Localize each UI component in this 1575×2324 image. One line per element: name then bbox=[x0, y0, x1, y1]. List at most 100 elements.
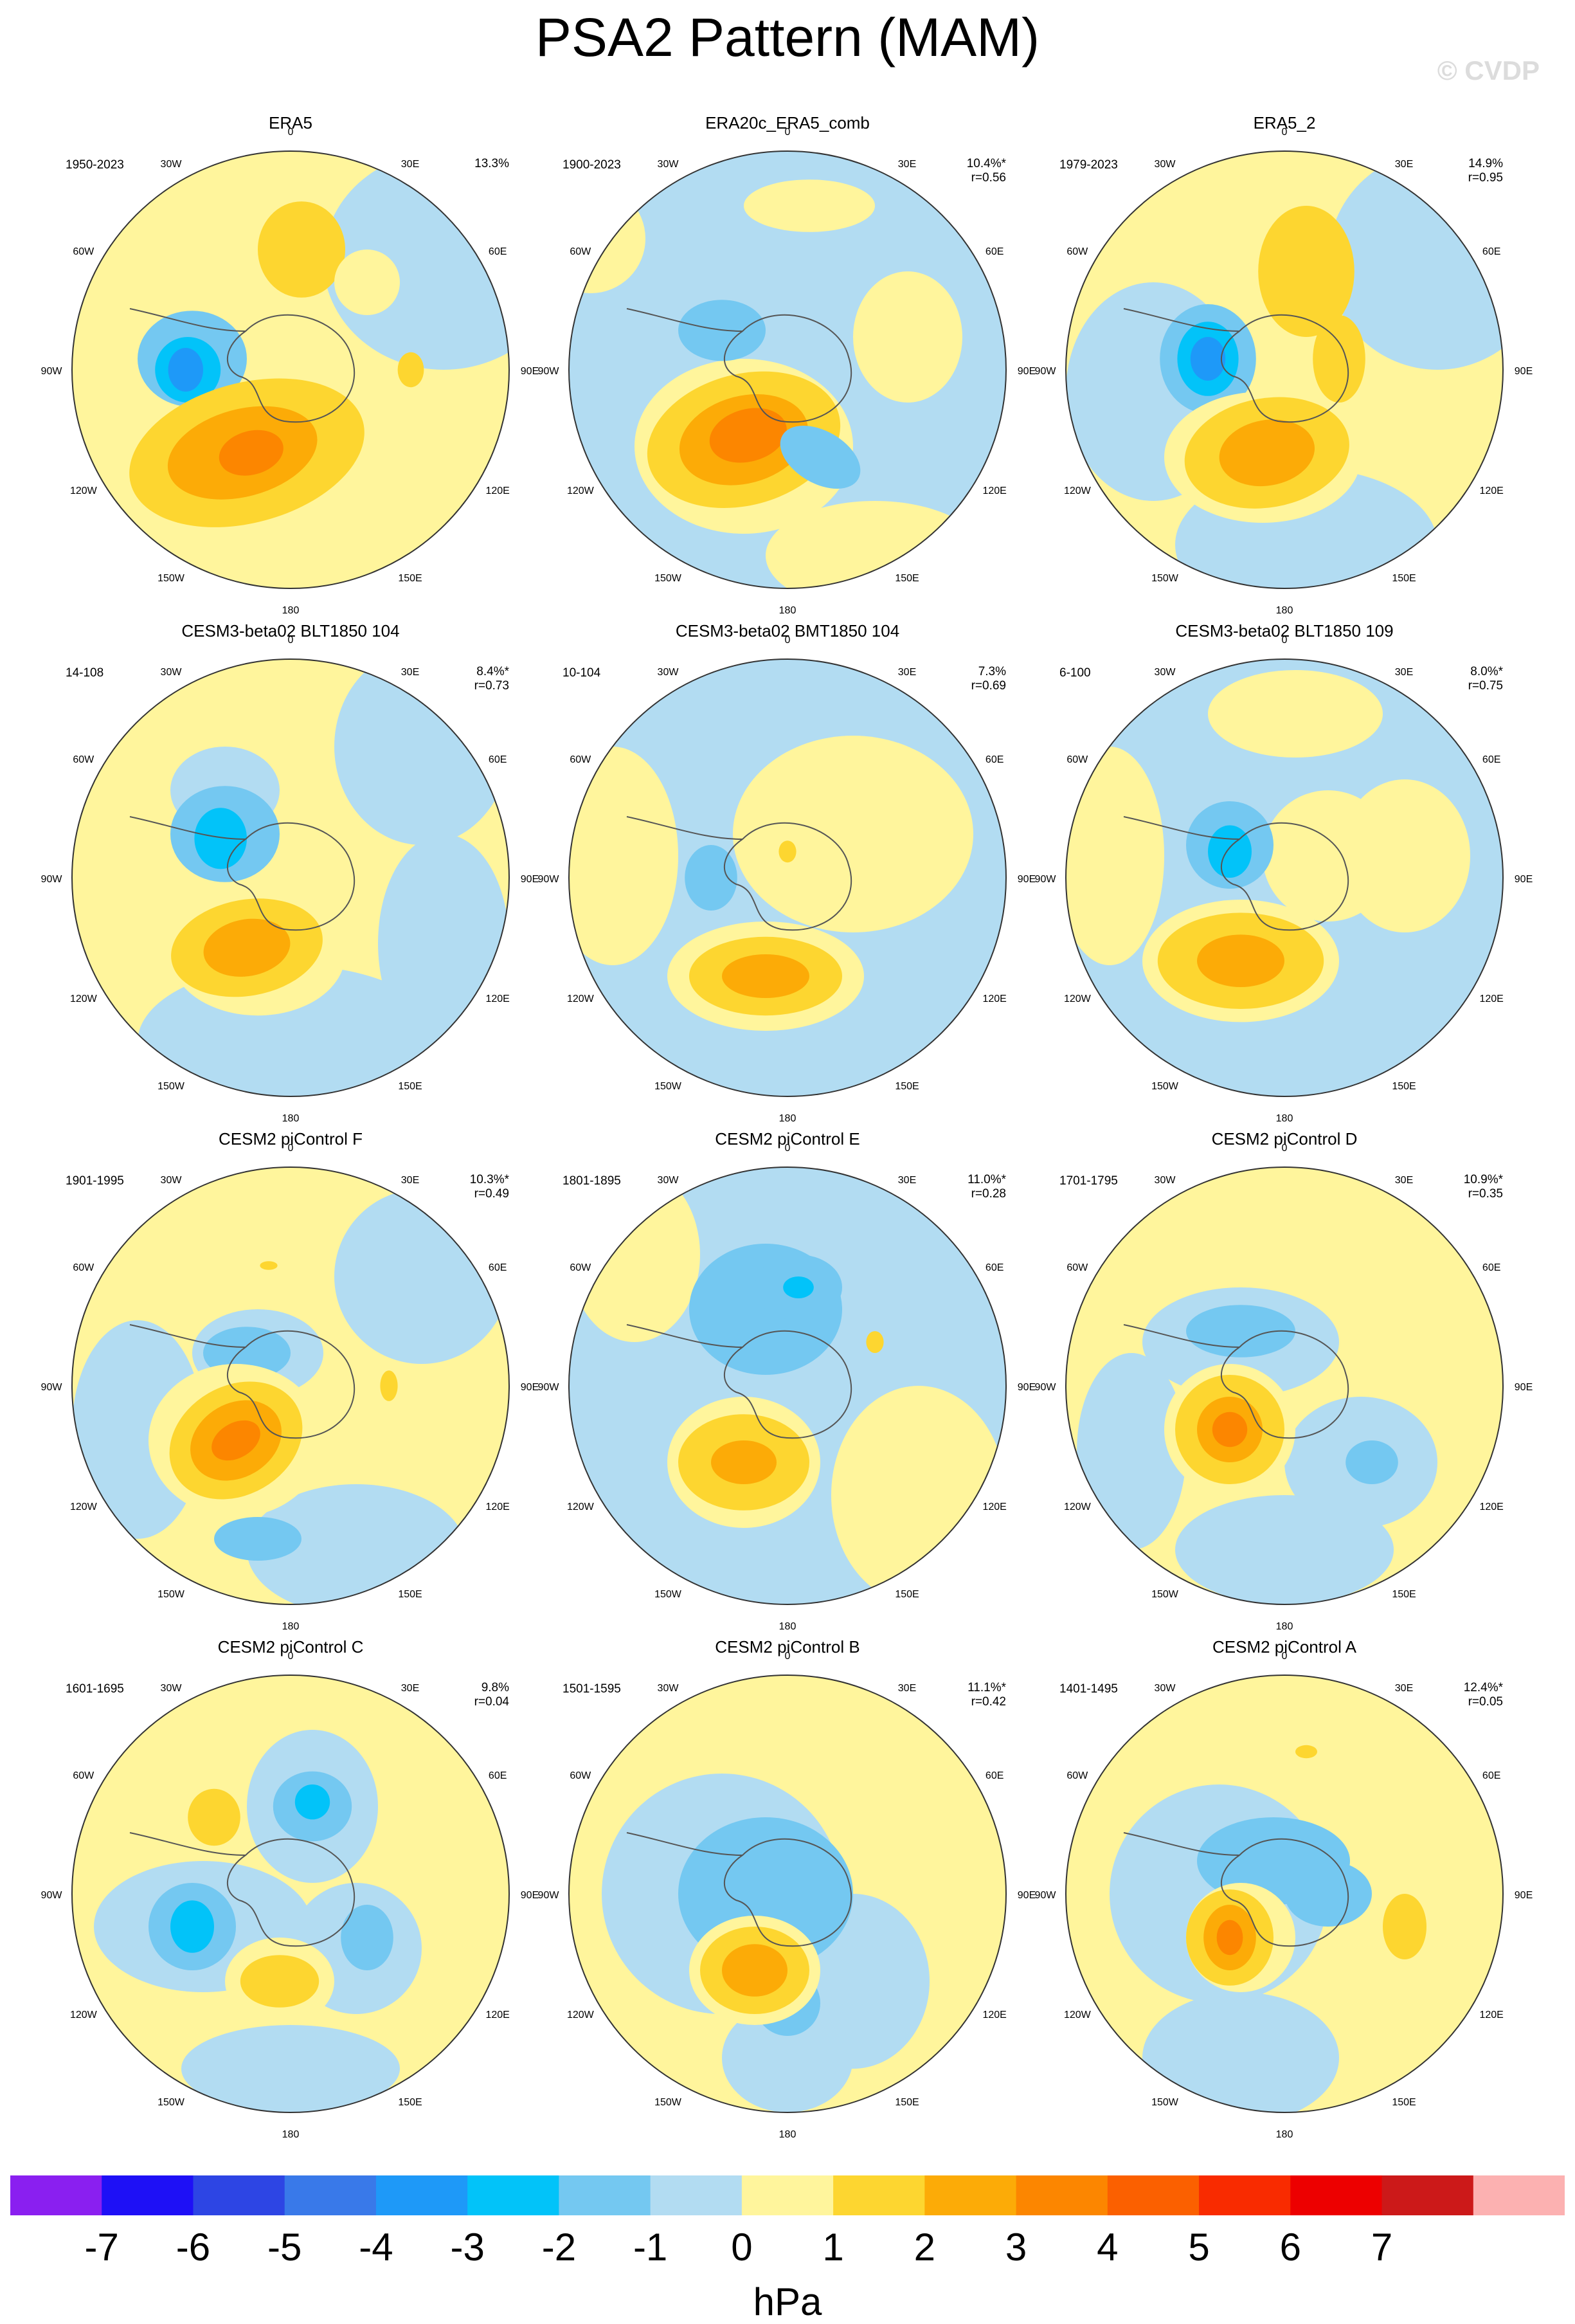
contour-region bbox=[260, 1261, 278, 1270]
colorbar-swatch bbox=[1382, 2175, 1474, 2215]
year-range: 14-108 bbox=[66, 666, 104, 680]
contour-region bbox=[780, 425, 861, 489]
map-boundary bbox=[71, 1675, 510, 2113]
longitude-label: 60E bbox=[986, 754, 1004, 765]
longitude-label: 150W bbox=[654, 2097, 682, 2108]
watermark: © CVDP bbox=[1437, 55, 1540, 86]
longitude-label: 60W bbox=[73, 246, 94, 257]
longitude-label: 90W bbox=[538, 1890, 560, 1901]
antarctica-coastline bbox=[227, 822, 356, 931]
antarctica-coastline bbox=[1221, 314, 1349, 423]
contour-region bbox=[334, 250, 400, 315]
longitude-label: 120E bbox=[982, 1502, 1006, 1512]
contour-region bbox=[744, 179, 875, 232]
panel-title: CESM3-beta02 BLT1850 109 bbox=[1175, 621, 1393, 640]
pattern-correlation: r=0.95 bbox=[1468, 171, 1503, 185]
map-boundary bbox=[71, 150, 510, 589]
contour-region bbox=[170, 1900, 214, 1953]
longitude-label: 120W bbox=[567, 2010, 595, 2020]
longitude-label: 120E bbox=[982, 994, 1006, 1004]
longitude-label: 180 bbox=[779, 1113, 797, 1124]
pattern-correlation: r=0.28 bbox=[971, 1187, 1006, 1201]
longitude-label: 30W bbox=[1155, 159, 1176, 170]
contour-region bbox=[1313, 315, 1365, 403]
colorbar-tick-label: -5 bbox=[267, 2226, 302, 2269]
longitude-label: 180 bbox=[779, 605, 797, 616]
colorbar-swatch bbox=[467, 2175, 559, 2215]
longitude-label: 90E bbox=[1515, 1890, 1533, 1901]
contour-region bbox=[341, 1905, 393, 1970]
longitude-label: 90W bbox=[538, 1382, 560, 1393]
longitude-label: 150E bbox=[1392, 573, 1416, 584]
polar-map: ERA5 1950-2023 13.3% 0 30E 60E 90E 120E 150E 180 1… bbox=[41, 113, 539, 616]
contour-region bbox=[1258, 206, 1354, 337]
variance-explained: 12.4%* bbox=[1464, 1681, 1504, 1694]
contour-region bbox=[1212, 1412, 1248, 1448]
longitude-label: 60E bbox=[1482, 1262, 1500, 1273]
longitude-label: 0 bbox=[288, 127, 294, 138]
longitude-label: 180 bbox=[282, 1621, 300, 1632]
contour-region bbox=[783, 1276, 814, 1298]
contour-region bbox=[181, 2025, 400, 2112]
year-range: 10-104 bbox=[562, 666, 601, 680]
longitude-label: 150E bbox=[895, 1589, 919, 1600]
year-range: 1801-1895 bbox=[562, 1174, 621, 1188]
longitude-label: 30E bbox=[401, 667, 419, 678]
colorbar-swatch bbox=[650, 2175, 742, 2215]
year-range: 1701-1795 bbox=[1059, 1174, 1118, 1188]
longitude-label: 150E bbox=[895, 573, 919, 584]
panel-title: CESM2 piControl F bbox=[219, 1129, 363, 1148]
longitude-label: 120W bbox=[70, 486, 98, 496]
longitude-label: 180 bbox=[1276, 605, 1293, 616]
longitude-label: 150E bbox=[398, 1081, 422, 1092]
colorbar-tick-label: 1 bbox=[822, 2226, 844, 2269]
variance-explained: 10.3%* bbox=[470, 1173, 510, 1186]
longitude-label: 30W bbox=[658, 667, 680, 678]
south-america-coastline bbox=[626, 1324, 743, 1348]
longitude-label: 60W bbox=[73, 1770, 94, 1781]
map-boundary bbox=[1065, 150, 1504, 589]
longitude-label: 90W bbox=[41, 366, 63, 377]
longitude-label: 150E bbox=[1392, 2097, 1416, 2108]
longitude-label: 30E bbox=[1395, 159, 1413, 170]
longitude-label: 120W bbox=[1064, 994, 1092, 1004]
longitude-label: 60W bbox=[73, 754, 94, 765]
longitude-label: 0 bbox=[785, 1143, 791, 1154]
year-range: 6-100 bbox=[1059, 666, 1091, 680]
contour-region bbox=[1208, 825, 1252, 878]
longitude-label: 120W bbox=[567, 486, 595, 496]
longitude-label: 90E bbox=[521, 874, 539, 885]
contour-region bbox=[1142, 1992, 1339, 2112]
contour-region bbox=[1208, 670, 1383, 758]
variance-explained: 7.3% bbox=[978, 665, 1006, 678]
longitude-label: 180 bbox=[779, 2129, 797, 2140]
antarctica-coastline bbox=[1221, 1838, 1349, 1947]
longitude-label: 120E bbox=[1479, 994, 1503, 1004]
pattern-correlation: r=0.42 bbox=[971, 1695, 1006, 1709]
polar-map: ERA5_2 1979-2023 14.9%r=0.95 0 30E 60E 90E 120E… bbox=[1035, 113, 1533, 616]
longitude-label: 120E bbox=[485, 2010, 509, 2020]
colorbar-tick-label: -6 bbox=[176, 2226, 211, 2269]
longitude-label: 150E bbox=[895, 2097, 919, 2108]
variance-explained: 13.3% bbox=[474, 157, 509, 170]
colorbar-tick-label: -7 bbox=[84, 2226, 119, 2269]
contour-region bbox=[685, 845, 737, 911]
polar-map: CESM2 piControl F 1901-1995 10.3%*r=0.49 0 3… bbox=[41, 1129, 539, 1632]
contour-region bbox=[569, 747, 678, 965]
polar-map: CESM2 piControl C 1601-1695 9.8%r=0.04 0 30E… bbox=[41, 1637, 539, 2140]
longitude-label: 120E bbox=[485, 486, 509, 496]
longitude-label: 30E bbox=[1395, 1175, 1413, 1186]
contour-region bbox=[853, 271, 962, 403]
longitude-label: 150W bbox=[158, 1081, 185, 1092]
panel-title: CESM2 piControl C bbox=[218, 1637, 364, 1657]
longitude-label: 30W bbox=[161, 1175, 183, 1186]
south-america-coastline bbox=[129, 308, 246, 332]
antarctica-coastline bbox=[724, 1330, 852, 1439]
south-america-coastline bbox=[626, 308, 743, 332]
map-boundary bbox=[1065, 1675, 1504, 2113]
pattern-correlation: r=0.73 bbox=[474, 679, 509, 693]
map-boundary bbox=[71, 1167, 510, 1605]
variance-explained: 10.9%* bbox=[1464, 1173, 1504, 1186]
longitude-label: 90E bbox=[1515, 1382, 1533, 1393]
polar-map: CESM2 piControl E 1801-1895 11.0%*r=0.28 0 3… bbox=[538, 1129, 1036, 1632]
